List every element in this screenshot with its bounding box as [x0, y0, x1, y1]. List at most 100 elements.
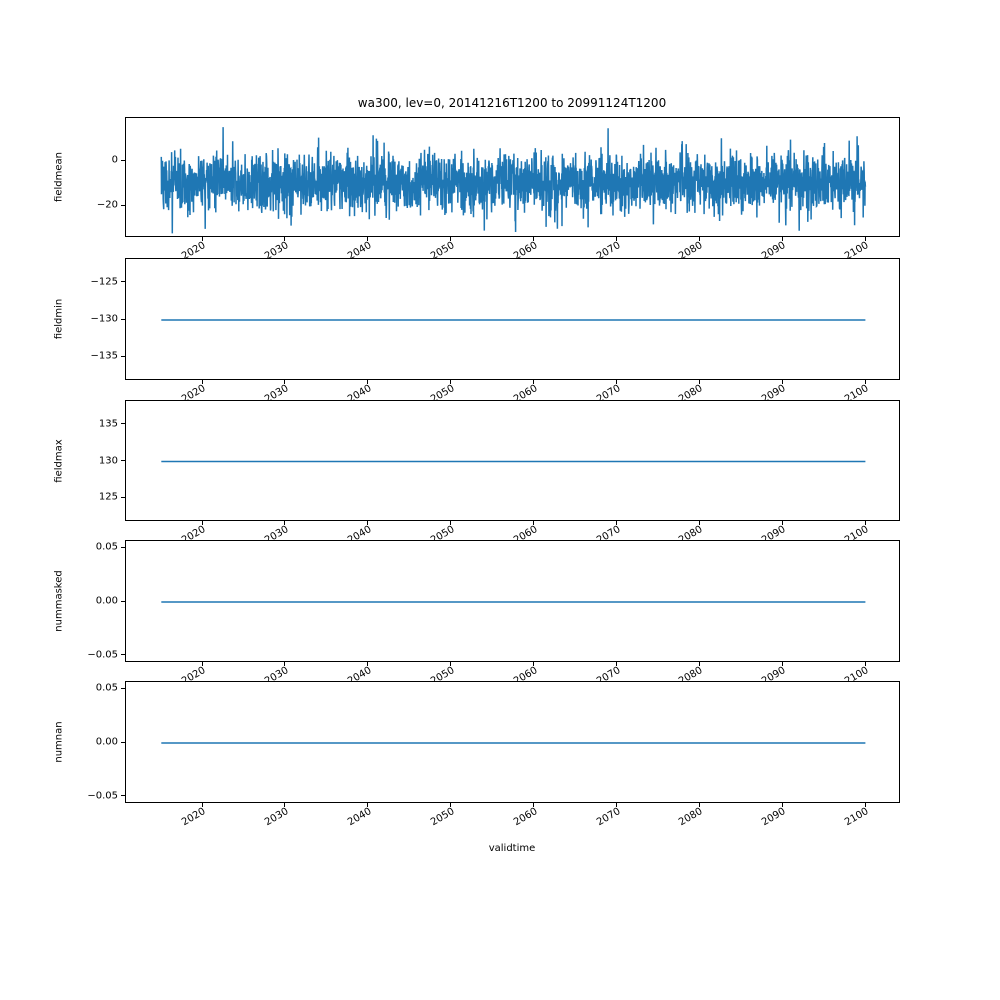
series-plot-fieldmean	[160, 127, 867, 234]
xtick-mark	[284, 380, 286, 384]
ytick-label: 125	[98, 491, 118, 503]
series-plot-fieldmax	[161, 460, 866, 463]
x-axis-label: validtime	[488, 843, 536, 854]
xtick-mark	[698, 521, 700, 525]
ytick-label: −135	[90, 350, 118, 362]
xtick-label: 2020	[180, 806, 208, 829]
xtick-mark	[201, 521, 203, 525]
ytick-label: 0.00	[95, 595, 118, 607]
ytick-label: 0	[111, 154, 118, 166]
xtick-mark	[450, 380, 452, 384]
ytick-label: −0.05	[87, 649, 118, 661]
xtick-mark	[533, 237, 535, 241]
chart-title: wa300, lev=0, 20141216T1200 to 20991124T…	[357, 96, 667, 110]
series-line-fieldmean	[160, 127, 867, 234]
y-axis-label-fieldmax: fieldmax	[53, 438, 65, 483]
ytick-mark	[121, 546, 125, 548]
xtick-mark	[284, 237, 286, 241]
xtick-mark	[616, 662, 618, 666]
xtick-label: 2040	[345, 806, 374, 829]
xtick-mark	[864, 521, 866, 525]
ytick-label: 135	[98, 418, 118, 430]
ytick-label: −125	[90, 276, 118, 288]
ytick-mark	[121, 159, 125, 161]
xtick-mark	[616, 521, 618, 525]
plot-box-fieldmean	[125, 117, 900, 237]
ytick-label: 130	[98, 455, 118, 466]
xtick-mark	[781, 237, 783, 241]
ytick-mark	[121, 741, 125, 743]
xtick-mark	[781, 380, 783, 384]
xtick-mark	[450, 662, 452, 666]
xtick-mark	[698, 662, 700, 666]
xtick-mark	[367, 237, 369, 241]
ytick-mark	[121, 654, 125, 656]
xtick-mark	[450, 237, 452, 241]
series-plot-fieldmin	[161, 319, 866, 321]
series-plot-nummasked	[161, 601, 866, 603]
series-plot-numnan	[161, 742, 866, 744]
xtick-mark	[367, 380, 369, 384]
xtick-mark	[616, 803, 618, 807]
xtick-mark	[450, 803, 452, 807]
xtick-label: 2080	[677, 806, 705, 829]
ytick-label: 0.05	[95, 541, 118, 553]
xtick-mark	[698, 803, 700, 807]
plot-box-fieldmax	[125, 400, 900, 521]
plot-box-numnan	[125, 681, 900, 803]
xtick-mark	[698, 237, 700, 241]
ytick-mark	[121, 318, 125, 320]
xtick-label: 2030	[262, 806, 291, 829]
xtick-mark	[533, 803, 535, 807]
ytick-mark	[121, 496, 125, 498]
ytick-label: −130	[90, 313, 118, 325]
ytick-label: 0.00	[95, 736, 118, 748]
xtick-mark	[616, 237, 618, 241]
plot-box-nummasked	[125, 540, 900, 662]
xtick-mark	[201, 380, 203, 384]
xtick-mark	[284, 662, 286, 666]
xtick-mark	[284, 803, 286, 807]
xtick-mark	[864, 803, 866, 807]
xtick-mark	[533, 662, 535, 666]
ytick-mark	[121, 281, 125, 283]
ytick-mark	[121, 423, 125, 425]
xtick-mark	[367, 803, 369, 807]
xtick-mark	[201, 803, 203, 807]
ytick-label: −0.05	[87, 790, 118, 802]
xtick-mark	[533, 380, 535, 384]
xtick-mark	[367, 521, 369, 525]
xtick-label: 2090	[760, 806, 788, 829]
plot-box-fieldmin	[125, 258, 900, 380]
xtick-label: 2060	[511, 806, 540, 829]
y-axis-label-fieldmean: fieldmean	[53, 152, 65, 202]
xtick-mark	[533, 521, 535, 525]
xtick-mark	[864, 662, 866, 666]
ytick-mark	[121, 355, 125, 357]
xtick-label: 2070	[594, 806, 623, 829]
xtick-mark	[864, 237, 866, 241]
ytick-label: 0.05	[95, 682, 118, 694]
xtick-mark	[781, 521, 783, 525]
xtick-mark	[367, 662, 369, 666]
ytick-label: −20	[96, 199, 118, 211]
ytick-mark	[121, 795, 125, 797]
xtick-mark	[616, 380, 618, 384]
ytick-mark	[121, 687, 125, 689]
y-axis-label-numnan: numnan	[53, 721, 65, 763]
xtick-label: 2100	[843, 806, 871, 829]
xtick-label: 2050	[428, 806, 457, 829]
ytick-mark	[121, 204, 125, 206]
xtick-mark	[698, 380, 700, 384]
y-axis-label-fieldmin: fieldmin	[53, 298, 65, 340]
xtick-mark	[781, 803, 783, 807]
xtick-mark	[284, 521, 286, 525]
y-axis-label-nummasked: nummasked	[53, 570, 65, 632]
xtick-mark	[781, 662, 783, 666]
xtick-mark	[201, 662, 203, 666]
xtick-mark	[201, 237, 203, 241]
ytick-mark	[121, 460, 125, 461]
xtick-mark	[450, 521, 452, 525]
ytick-mark	[121, 600, 125, 602]
